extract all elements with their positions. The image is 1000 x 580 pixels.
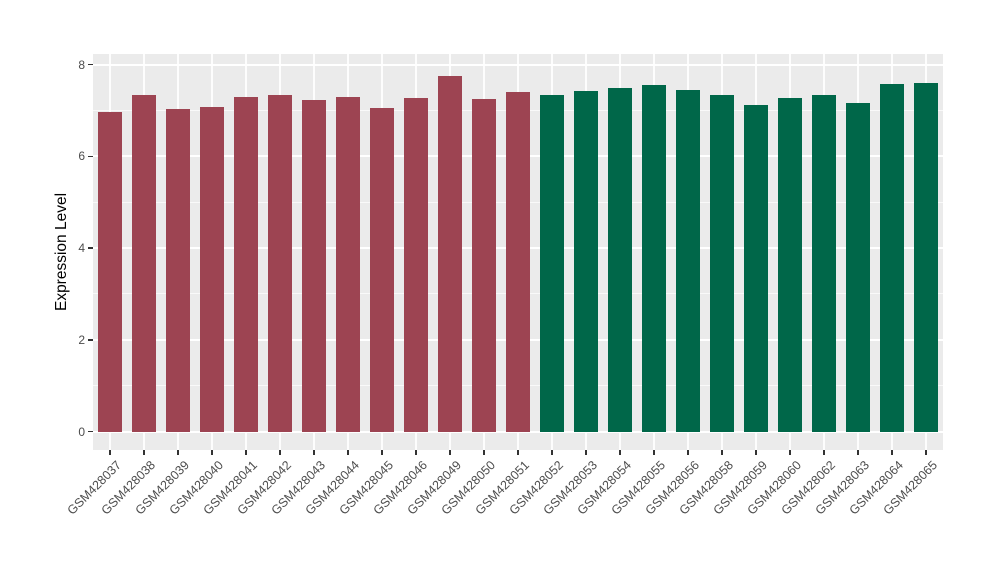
x-axis-tick <box>143 450 145 455</box>
x-axis-tick <box>245 450 247 455</box>
bar-GSM428062 <box>812 95 836 432</box>
y-axis-tick <box>88 430 93 433</box>
x-axis-tick <box>313 450 315 455</box>
x-axis-tick <box>721 450 723 455</box>
x-axis-tick <box>381 450 383 455</box>
bar-GSM428045 <box>370 108 394 432</box>
x-axis-tick <box>653 450 655 455</box>
bar-GSM428051 <box>506 91 530 432</box>
bar-GSM428052 <box>540 94 564 432</box>
y-tick-label: 0 <box>78 424 85 439</box>
bar-GSM428059 <box>744 105 768 432</box>
x-axis-tick <box>415 450 417 455</box>
x-axis-tick <box>279 450 281 455</box>
x-axis-tick <box>857 450 859 455</box>
y-tick-label: 8 <box>78 57 85 72</box>
bar-GSM428063 <box>846 103 870 432</box>
bar-GSM428046 <box>404 98 428 432</box>
x-axis-tick <box>551 450 553 455</box>
y-tick-label: 2 <box>78 332 85 347</box>
bar-GSM428064 <box>880 83 904 432</box>
x-axis-tick <box>211 450 213 455</box>
y-tick-label: 4 <box>78 241 85 255</box>
y-axis-tick <box>88 63 93 66</box>
bar-GSM428050 <box>472 99 496 432</box>
bar-GSM428043 <box>302 99 326 432</box>
bar-GSM428041 <box>234 96 258 432</box>
x-axis-tick <box>517 450 519 455</box>
x-axis-tick <box>347 450 349 455</box>
bar-GSM428055 <box>642 84 666 432</box>
bar-GSM428042 <box>268 95 292 432</box>
bar-GSM428056 <box>676 90 700 432</box>
y-axis-tick <box>88 339 93 341</box>
x-axis-tick <box>891 450 893 455</box>
plot-panel <box>93 54 943 450</box>
y-axis-tick <box>88 247 93 249</box>
x-axis-tick <box>585 450 587 455</box>
bar-GSM428040 <box>200 106 224 432</box>
y-axis-tick <box>88 155 93 157</box>
bar-GSM428054 <box>608 88 632 432</box>
x-axis-tick <box>619 450 621 455</box>
x-axis-tick <box>823 450 825 455</box>
x-axis-tick <box>177 450 179 455</box>
y-tick-label: 6 <box>78 149 85 164</box>
x-axis-tick <box>449 450 451 455</box>
x-axis-tick <box>109 450 111 455</box>
bar-GSM428065 <box>914 82 938 432</box>
bar-GSM428060 <box>778 98 802 432</box>
x-axis-tick <box>925 450 927 455</box>
bar-GSM428053 <box>574 90 598 432</box>
bar-GSM428049 <box>438 75 462 432</box>
x-axis-tick <box>755 450 757 455</box>
bar-GSM428058 <box>710 94 734 432</box>
bar-GSM428044 <box>336 96 360 432</box>
x-axis-tick <box>687 450 689 455</box>
bar-GSM428038 <box>132 94 156 432</box>
x-axis-tick <box>483 450 485 455</box>
bar-GSM428037 <box>98 111 122 432</box>
x-axis-tick <box>789 450 791 455</box>
bar-GSM428039 <box>166 109 190 432</box>
